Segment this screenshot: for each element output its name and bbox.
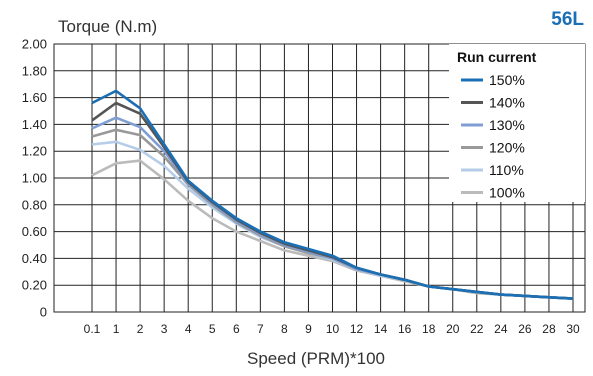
chart-title: 56L (551, 9, 584, 30)
y-tick-label: 0.60 (22, 224, 47, 239)
y-tick-label: 0.40 (22, 251, 47, 266)
series-line-150pct (91, 89, 574, 300)
x-tick-label: 4 (185, 322, 192, 336)
legend-label: 110% (489, 162, 524, 178)
y-tick-label: 1.40 (22, 117, 47, 132)
x-tick-label: 16 (398, 322, 412, 336)
x-tick-label: 0.1 (84, 322, 101, 336)
x-tick-label: 7 (257, 322, 264, 336)
y-tick-label: 0 (40, 305, 47, 320)
legend-label: 120% (489, 140, 525, 156)
x-tick-labels: 0.1 1 2 3 4 5 6 7 8 9 10 12 14 16 18 20 22 24 26 28 30 (84, 322, 580, 336)
legend-title: Run current (457, 49, 537, 65)
y-tick-label: 0.20 (22, 278, 47, 293)
x-tick-label: 6 (233, 322, 240, 336)
x-tick-label: 26 (518, 322, 532, 336)
y-tick-label: 1.60 (22, 90, 47, 105)
legend-label: 140% (489, 95, 525, 111)
y-axis-title: Torque (N.m) (58, 17, 157, 36)
x-tick-label: 14 (374, 322, 388, 336)
y-tick-label: 1.00 (22, 171, 47, 186)
x-tick-label: 22 (470, 322, 484, 336)
legend-box (449, 44, 585, 202)
x-tick-label: 30 (566, 322, 580, 336)
x-tick-label: 5 (209, 322, 216, 336)
x-tick-label: 3 (161, 322, 168, 336)
x-tick-label: 24 (494, 322, 508, 336)
x-tick-label: 8 (281, 322, 288, 336)
x-tick-label: 20 (446, 322, 460, 336)
legend-label: 100% (489, 185, 525, 201)
x-axis-title: Speed (PRM)*100 (247, 349, 385, 368)
y-tick-labels: 0 0.20 0.40 0.60 0.80 1.00 1.20 1.40 1.60 1.80 2.0… (22, 37, 47, 320)
legend-label: 150% (489, 72, 525, 88)
x-tick-label: 18 (422, 322, 436, 336)
x-tick-label: 28 (542, 322, 556, 336)
x-tick-label: 9 (305, 322, 312, 336)
y-tick-label: 0.80 (22, 197, 47, 212)
legend-items: 150% 140% 130% 120% 110% 100% (461, 72, 525, 201)
legend-label: 130% (489, 117, 525, 133)
y-tick-label: 1.20 (22, 144, 47, 159)
y-tick-label: 1.80 (22, 63, 47, 78)
series-lines (91, 89, 574, 300)
x-tick-label: 1 (113, 322, 120, 336)
x-tick-label: 10 (326, 322, 340, 336)
x-tick-label: 2 (137, 322, 144, 336)
x-tick-label: 12 (350, 322, 364, 336)
y-tick-label: 2.00 (22, 37, 47, 52)
